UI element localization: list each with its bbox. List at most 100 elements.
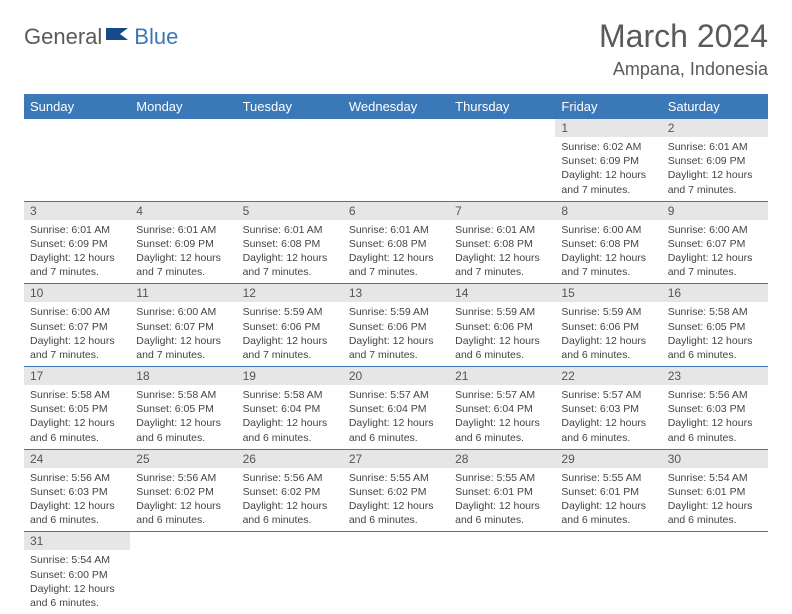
day-number: 12	[237, 284, 343, 302]
calendar-cell: 6Sunrise: 6:01 AMSunset: 6:08 PMDaylight…	[343, 201, 449, 284]
day-details: Sunrise: 6:00 AMSunset: 6:07 PMDaylight:…	[24, 302, 130, 366]
day-details: Sunrise: 6:02 AMSunset: 6:09 PMDaylight:…	[555, 137, 661, 201]
day-number: 4	[130, 202, 236, 220]
calendar-cell	[24, 119, 130, 201]
calendar-row: 3Sunrise: 6:01 AMSunset: 6:09 PMDaylight…	[24, 201, 768, 284]
day-number: 24	[24, 450, 130, 468]
day-number: 11	[130, 284, 236, 302]
day-details: Sunrise: 5:58 AMSunset: 6:05 PMDaylight:…	[130, 385, 236, 449]
calendar-table: SundayMondayTuesdayWednesdayThursdayFrid…	[24, 94, 768, 614]
day-number: 8	[555, 202, 661, 220]
day-number: 28	[449, 450, 555, 468]
calendar-cell	[449, 119, 555, 201]
day-details: Sunrise: 5:54 AMSunset: 6:01 PMDaylight:…	[662, 468, 768, 532]
calendar-cell: 9Sunrise: 6:00 AMSunset: 6:07 PMDaylight…	[662, 201, 768, 284]
calendar-row: 17Sunrise: 5:58 AMSunset: 6:05 PMDayligh…	[24, 367, 768, 450]
day-details: Sunrise: 6:01 AMSunset: 6:09 PMDaylight:…	[662, 137, 768, 201]
day-number: 6	[343, 202, 449, 220]
logo-text-blue: Blue	[134, 24, 178, 50]
calendar-cell	[343, 532, 449, 614]
weekday-header: Monday	[130, 94, 236, 119]
day-details: Sunrise: 5:58 AMSunset: 6:05 PMDaylight:…	[662, 302, 768, 366]
day-number: 29	[555, 450, 661, 468]
calendar-cell: 5Sunrise: 6:01 AMSunset: 6:08 PMDaylight…	[237, 201, 343, 284]
day-number: 14	[449, 284, 555, 302]
day-number: 27	[343, 450, 449, 468]
day-number: 2	[662, 119, 768, 137]
day-details: Sunrise: 5:57 AMSunset: 6:04 PMDaylight:…	[343, 385, 449, 449]
day-number: 18	[130, 367, 236, 385]
day-number: 31	[24, 532, 130, 550]
day-details: Sunrise: 6:01 AMSunset: 6:08 PMDaylight:…	[343, 220, 449, 284]
calendar-cell: 12Sunrise: 5:59 AMSunset: 6:06 PMDayligh…	[237, 284, 343, 367]
calendar-cell: 21Sunrise: 5:57 AMSunset: 6:04 PMDayligh…	[449, 367, 555, 450]
calendar-cell	[555, 532, 661, 614]
day-details: Sunrise: 5:55 AMSunset: 6:01 PMDaylight:…	[555, 468, 661, 532]
day-number: 22	[555, 367, 661, 385]
calendar-cell: 27Sunrise: 5:55 AMSunset: 6:02 PMDayligh…	[343, 449, 449, 532]
day-number: 5	[237, 202, 343, 220]
day-details: Sunrise: 5:54 AMSunset: 6:00 PMDaylight:…	[24, 550, 130, 614]
day-details: Sunrise: 5:56 AMSunset: 6:03 PMDaylight:…	[24, 468, 130, 532]
calendar-cell: 2Sunrise: 6:01 AMSunset: 6:09 PMDaylight…	[662, 119, 768, 201]
calendar-cell: 20Sunrise: 5:57 AMSunset: 6:04 PMDayligh…	[343, 367, 449, 450]
day-details: Sunrise: 6:00 AMSunset: 6:07 PMDaylight:…	[130, 302, 236, 366]
calendar-cell	[449, 532, 555, 614]
day-details: Sunrise: 5:59 AMSunset: 6:06 PMDaylight:…	[237, 302, 343, 366]
location-label: Ampana, Indonesia	[599, 59, 768, 80]
day-details: Sunrise: 5:56 AMSunset: 6:03 PMDaylight:…	[662, 385, 768, 449]
calendar-cell	[662, 532, 768, 614]
calendar-cell	[130, 532, 236, 614]
calendar-row: 1Sunrise: 6:02 AMSunset: 6:09 PMDaylight…	[24, 119, 768, 201]
day-number: 9	[662, 202, 768, 220]
day-details: Sunrise: 5:55 AMSunset: 6:01 PMDaylight:…	[449, 468, 555, 532]
day-number: 15	[555, 284, 661, 302]
day-number: 10	[24, 284, 130, 302]
calendar-cell: 3Sunrise: 6:01 AMSunset: 6:09 PMDaylight…	[24, 201, 130, 284]
day-details: Sunrise: 5:57 AMSunset: 6:03 PMDaylight:…	[555, 385, 661, 449]
calendar-cell: 23Sunrise: 5:56 AMSunset: 6:03 PMDayligh…	[662, 367, 768, 450]
day-number: 25	[130, 450, 236, 468]
weekday-header: Wednesday	[343, 94, 449, 119]
calendar-cell: 18Sunrise: 5:58 AMSunset: 6:05 PMDayligh…	[130, 367, 236, 450]
calendar-cell: 17Sunrise: 5:58 AMSunset: 6:05 PMDayligh…	[24, 367, 130, 450]
calendar-header-row: SundayMondayTuesdayWednesdayThursdayFrid…	[24, 94, 768, 119]
calendar-cell: 10Sunrise: 6:00 AMSunset: 6:07 PMDayligh…	[24, 284, 130, 367]
calendar-cell: 7Sunrise: 6:01 AMSunset: 6:08 PMDaylight…	[449, 201, 555, 284]
day-details: Sunrise: 5:56 AMSunset: 6:02 PMDaylight:…	[237, 468, 343, 532]
calendar-cell: 1Sunrise: 6:02 AMSunset: 6:09 PMDaylight…	[555, 119, 661, 201]
calendar-cell: 22Sunrise: 5:57 AMSunset: 6:03 PMDayligh…	[555, 367, 661, 450]
day-number: 1	[555, 119, 661, 137]
day-number: 17	[24, 367, 130, 385]
day-details: Sunrise: 5:56 AMSunset: 6:02 PMDaylight:…	[130, 468, 236, 532]
weekday-header: Sunday	[24, 94, 130, 119]
calendar-cell: 28Sunrise: 5:55 AMSunset: 6:01 PMDayligh…	[449, 449, 555, 532]
day-details: Sunrise: 5:59 AMSunset: 6:06 PMDaylight:…	[343, 302, 449, 366]
weekday-header: Friday	[555, 94, 661, 119]
day-number: 23	[662, 367, 768, 385]
weekday-header: Saturday	[662, 94, 768, 119]
calendar-row: 31Sunrise: 5:54 AMSunset: 6:00 PMDayligh…	[24, 532, 768, 614]
calendar-cell: 24Sunrise: 5:56 AMSunset: 6:03 PMDayligh…	[24, 449, 130, 532]
day-number: 16	[662, 284, 768, 302]
day-number: 20	[343, 367, 449, 385]
flag-icon	[106, 26, 132, 49]
calendar-cell: 26Sunrise: 5:56 AMSunset: 6:02 PMDayligh…	[237, 449, 343, 532]
calendar-cell: 15Sunrise: 5:59 AMSunset: 6:06 PMDayligh…	[555, 284, 661, 367]
logo-text-general: General	[24, 24, 102, 50]
calendar-cell	[343, 119, 449, 201]
day-number: 19	[237, 367, 343, 385]
calendar-cell: 25Sunrise: 5:56 AMSunset: 6:02 PMDayligh…	[130, 449, 236, 532]
title-block: March 2024 Ampana, Indonesia	[599, 18, 768, 80]
calendar-cell: 8Sunrise: 6:00 AMSunset: 6:08 PMDaylight…	[555, 201, 661, 284]
day-number: 21	[449, 367, 555, 385]
day-details: Sunrise: 6:01 AMSunset: 6:08 PMDaylight:…	[449, 220, 555, 284]
day-number: 13	[343, 284, 449, 302]
day-details: Sunrise: 5:57 AMSunset: 6:04 PMDaylight:…	[449, 385, 555, 449]
logo: General Blue	[24, 24, 178, 50]
calendar-body: 1Sunrise: 6:02 AMSunset: 6:09 PMDaylight…	[24, 119, 768, 614]
day-number: 3	[24, 202, 130, 220]
calendar-cell	[237, 532, 343, 614]
calendar-cell	[130, 119, 236, 201]
calendar-cell: 29Sunrise: 5:55 AMSunset: 6:01 PMDayligh…	[555, 449, 661, 532]
